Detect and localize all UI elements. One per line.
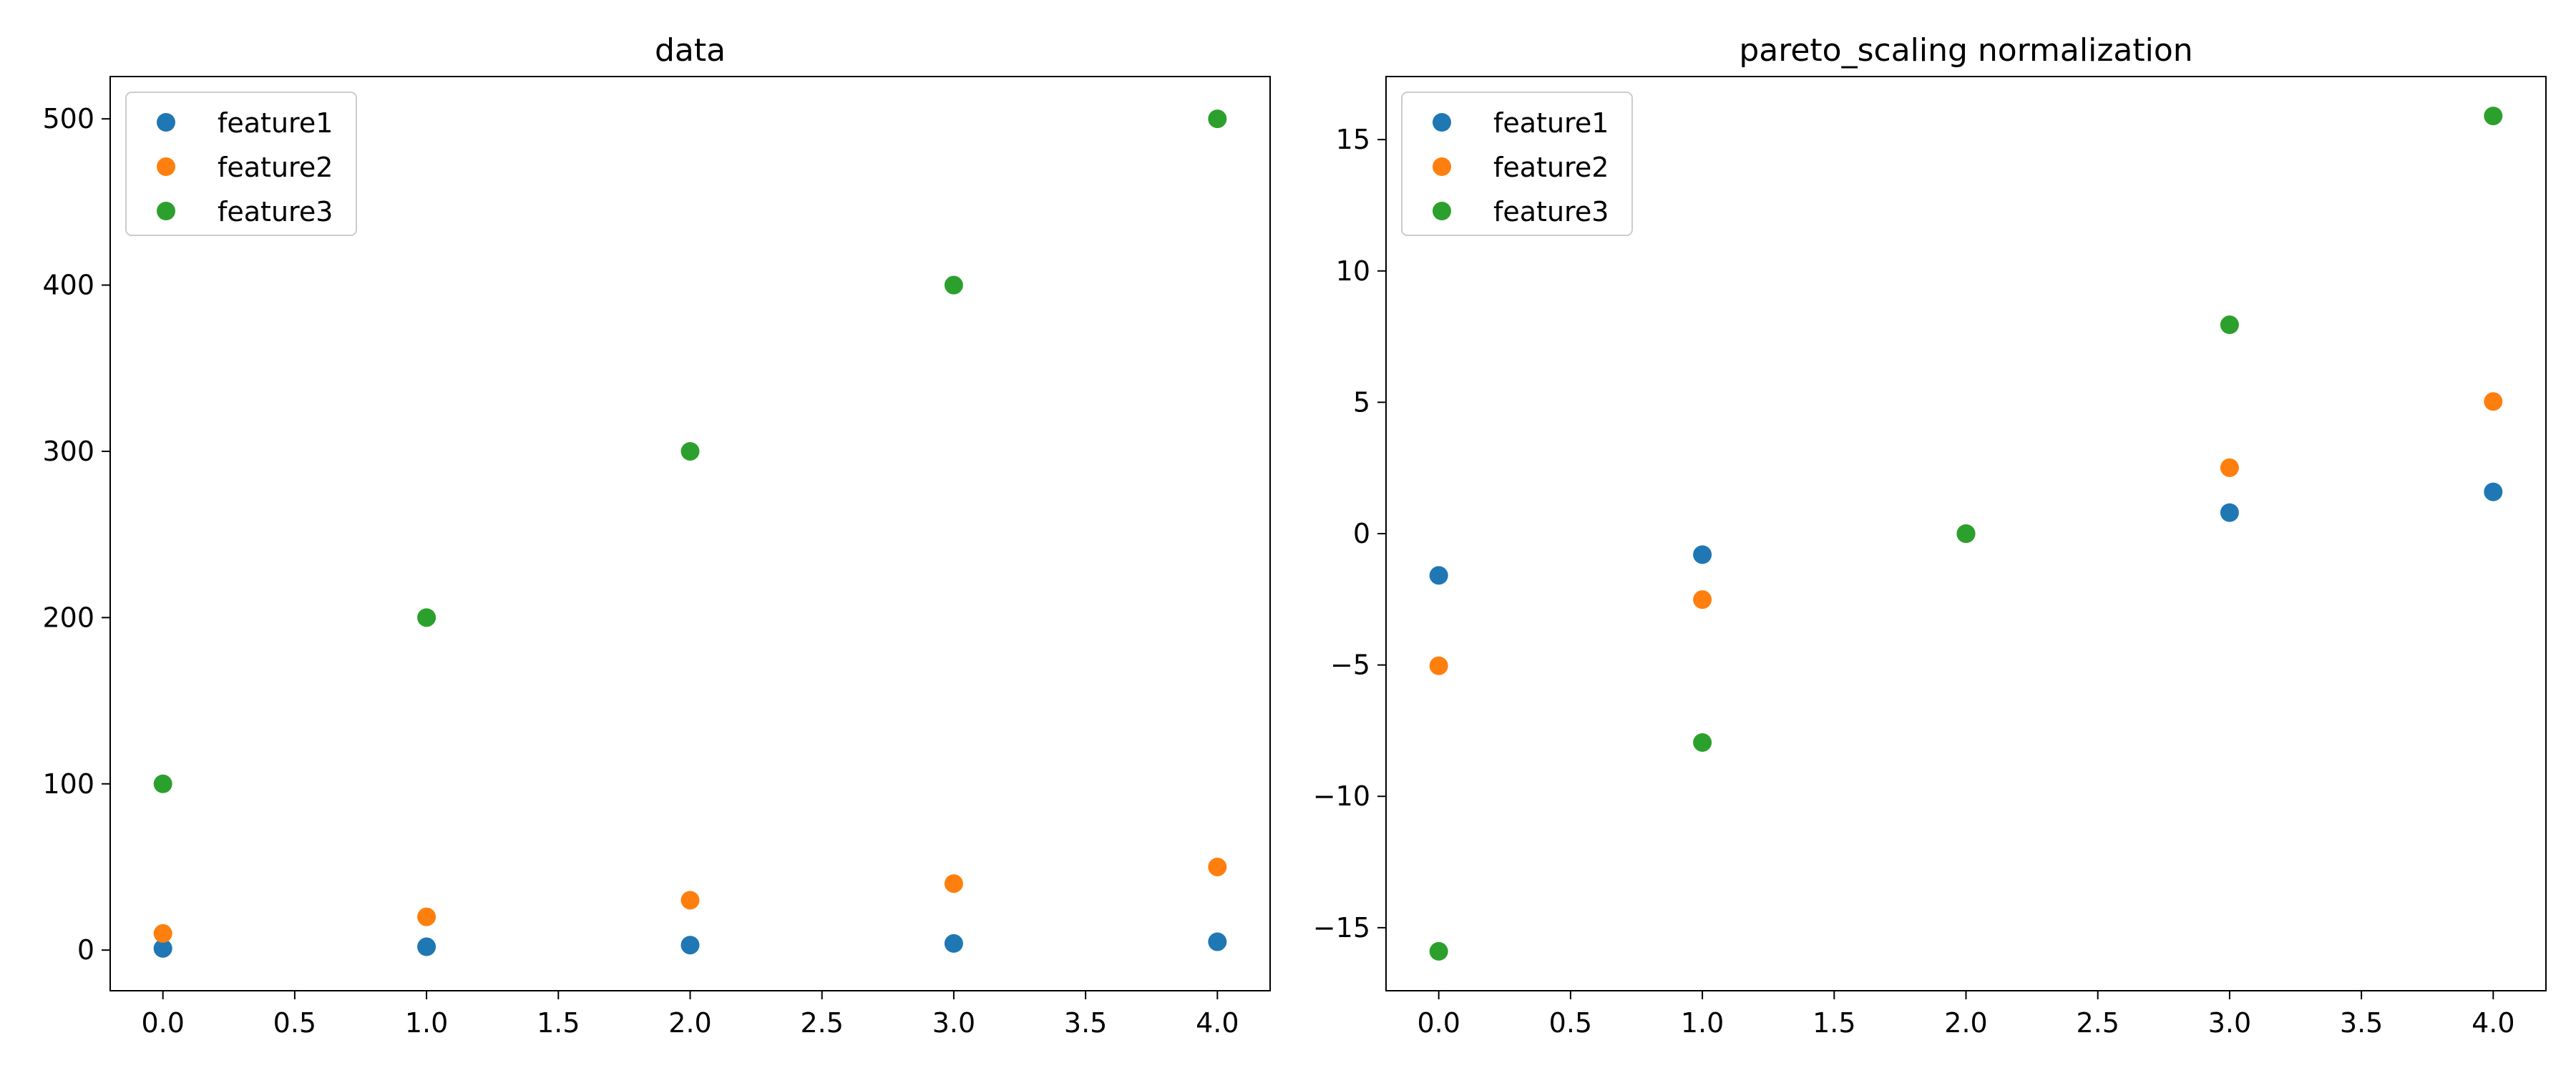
y-tick-label: 0 bbox=[1353, 518, 1370, 549]
x-tick-label: 3.0 bbox=[932, 1007, 975, 1039]
subplot-1: data 0.0 0.5 1.0 1.5 2.0 2.5 3.0 3.5 4.0 0 100 200 30… bbox=[42, 32, 1271, 1039]
data-point bbox=[417, 907, 436, 926]
x-tick-label: 2.0 bbox=[1944, 1007, 1987, 1039]
data-point bbox=[1429, 941, 1448, 961]
y-tick-label: 15 bbox=[1336, 124, 1370, 155]
data-point bbox=[2220, 503, 2239, 522]
data-point bbox=[417, 608, 436, 627]
subplot-2: pareto_scaling normalization 0.0 0.5 1.0 1.5… bbox=[1313, 32, 2547, 1039]
series-feature3 bbox=[153, 109, 1227, 793]
x-tick-label: 0.5 bbox=[273, 1007, 316, 1039]
legend-label: feature1 bbox=[1493, 107, 1609, 139]
y-tick-label: −15 bbox=[1313, 912, 1370, 944]
x-tick-label: 1.5 bbox=[537, 1007, 580, 1039]
legend-marker bbox=[1433, 113, 1451, 132]
legend-box bbox=[1401, 92, 1633, 236]
x-tick-label: 2.5 bbox=[800, 1007, 843, 1039]
data-point bbox=[2484, 107, 2503, 126]
axes-frame bbox=[1385, 76, 2547, 991]
data-point bbox=[1429, 656, 1448, 675]
data-point bbox=[944, 275, 963, 295]
x-tick-label: 3.0 bbox=[2208, 1007, 2251, 1039]
data-point bbox=[2220, 458, 2239, 477]
data-point bbox=[153, 939, 172, 958]
x-tick-label: 1.0 bbox=[1681, 1007, 1724, 1039]
legend: feature1 feature2 feature3 bbox=[1401, 92, 1633, 236]
axes-frame bbox=[109, 76, 1271, 991]
y-tick-label: 200 bbox=[42, 602, 94, 633]
data-point bbox=[1693, 545, 1712, 564]
legend-marker bbox=[1433, 157, 1451, 176]
legend-label: feature2 bbox=[1493, 152, 1609, 183]
y-tick-label: −10 bbox=[1313, 780, 1370, 812]
data-point bbox=[2484, 482, 2503, 501]
data-point bbox=[1956, 524, 1976, 543]
x-tick-label: 4.0 bbox=[1196, 1007, 1239, 1039]
data-point bbox=[680, 891, 700, 910]
y-tick-label: 100 bbox=[42, 768, 94, 800]
x-tick-label: 1.0 bbox=[405, 1007, 448, 1039]
x-tick-label: 0.0 bbox=[141, 1007, 184, 1039]
data-point bbox=[944, 874, 963, 893]
data-point bbox=[153, 774, 172, 793]
data-point bbox=[417, 937, 436, 956]
legend-marker bbox=[1433, 202, 1451, 220]
y-tick-label: −5 bbox=[1330, 650, 1370, 681]
series-feature1 bbox=[153, 932, 1227, 958]
x-tick-label: 2.0 bbox=[668, 1007, 711, 1039]
data-point bbox=[680, 936, 700, 955]
x-tick-label: 3.5 bbox=[2340, 1007, 2383, 1039]
y-tick-label: 300 bbox=[42, 436, 94, 467]
data-point bbox=[1693, 590, 1712, 609]
data-point bbox=[153, 923, 172, 943]
legend-box bbox=[125, 92, 357, 236]
legend-label: feature2 bbox=[218, 152, 333, 183]
x-tick-label: 3.5 bbox=[1064, 1007, 1107, 1039]
legend-label: feature1 bbox=[218, 107, 333, 139]
data-point bbox=[1208, 109, 1227, 129]
chart-title: pareto_scaling normalization bbox=[1739, 32, 2192, 69]
data-point bbox=[1208, 932, 1227, 951]
data-point bbox=[2220, 315, 2239, 335]
legend-marker bbox=[157, 113, 175, 132]
data-point bbox=[1429, 566, 1448, 585]
series-feature3 bbox=[1429, 107, 2503, 961]
y-tick-label: 500 bbox=[42, 103, 94, 134]
legend-label: feature3 bbox=[218, 196, 333, 227]
legend-marker bbox=[157, 202, 175, 220]
x-tick-label: 0.5 bbox=[1549, 1007, 1592, 1039]
x-tick-label: 2.5 bbox=[2076, 1007, 2119, 1039]
y-tick-label: 5 bbox=[1353, 386, 1370, 418]
data-point bbox=[680, 441, 700, 461]
legend-marker bbox=[157, 157, 175, 176]
series-feature2 bbox=[153, 857, 1227, 943]
data-point bbox=[944, 934, 963, 953]
x-tick-label: 0.0 bbox=[1417, 1007, 1460, 1039]
data-point bbox=[1693, 733, 1712, 752]
y-tick-label: 400 bbox=[42, 270, 94, 301]
y-tick-label: 10 bbox=[1336, 255, 1370, 287]
y-tick-label: 0 bbox=[77, 934, 94, 966]
legend-label: feature3 bbox=[1493, 196, 1609, 227]
data-point bbox=[2484, 392, 2503, 411]
chart-title: data bbox=[655, 32, 726, 69]
data-point bbox=[1208, 857, 1227, 876]
x-tick-label: 4.0 bbox=[2472, 1007, 2514, 1039]
legend: feature1 feature2 feature3 bbox=[125, 92, 357, 236]
x-tick-label: 1.5 bbox=[1813, 1007, 1855, 1039]
